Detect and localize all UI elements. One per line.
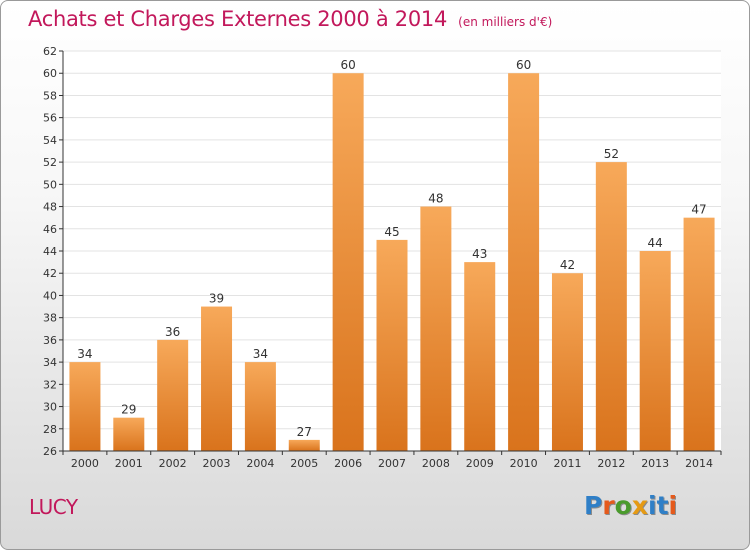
data-label: 34	[77, 347, 92, 361]
data-label: 60	[340, 58, 355, 72]
x-tick-label: 2006	[334, 457, 362, 470]
x-tick-label: 2008	[422, 457, 450, 470]
y-tick-label: 58	[43, 89, 57, 102]
data-label: 42	[560, 258, 575, 272]
data-label: 48	[428, 192, 443, 206]
logo-letter: i	[648, 491, 657, 520]
chart-subtitle: (en milliers d'€)	[458, 15, 553, 29]
x-tick-label: 2000	[71, 457, 99, 470]
bar-2013	[639, 251, 671, 451]
x-tick-label: 2011	[553, 457, 581, 470]
data-label: 44	[648, 236, 663, 250]
bar-2004	[244, 362, 276, 451]
y-tick-label: 46	[43, 223, 57, 236]
x-tick-label: 2009	[466, 457, 494, 470]
y-tick-label: 54	[43, 134, 57, 147]
bar-2001	[113, 417, 145, 451]
bar-2005	[288, 439, 320, 451]
x-tick-label: 2004	[246, 457, 274, 470]
y-tick-label: 26	[43, 445, 57, 458]
y-tick-label: 44	[43, 245, 57, 258]
commune-name: LUCY	[29, 495, 78, 519]
y-tick-label: 48	[43, 201, 57, 214]
logo-letter: t	[656, 491, 669, 520]
data-label: 29	[121, 403, 136, 417]
x-tick-label: 2010	[510, 457, 538, 470]
bars: 34 29 36 39 34 27 60 45 48 43 60 42 52 44 47	[69, 58, 715, 451]
logo-letter: i	[668, 491, 678, 520]
y-tick-label: 38	[43, 312, 57, 325]
y-tick-label: 50	[43, 178, 57, 191]
bar-2012	[595, 162, 627, 451]
x-tick-label: 2001	[115, 457, 143, 470]
data-label: 60	[516, 58, 531, 72]
bar-2014	[683, 217, 715, 451]
data-label: 27	[297, 425, 312, 439]
bar-2002	[157, 339, 189, 451]
x-tick-label: 2005	[290, 457, 318, 470]
x-tick-label: 2007	[378, 457, 406, 470]
bar-2003	[201, 306, 233, 451]
y-tick-label: 36	[43, 334, 57, 347]
bar-2008	[420, 206, 452, 451]
bar-2000	[69, 362, 101, 451]
chart-title: Achats et Charges Externes 2000 à 2014	[28, 7, 448, 31]
bar-2007	[376, 239, 408, 451]
logo-letter: P	[584, 491, 603, 520]
y-tick-label: 60	[43, 67, 57, 80]
bar-2010	[508, 73, 540, 451]
data-label: 45	[384, 225, 399, 239]
data-label: 52	[604, 147, 619, 161]
axes: 26 28 30 32 34 36 38 40 42 44 46 48 50 52 54 56 58 60 62 20…	[43, 45, 722, 470]
data-label: 47	[691, 203, 706, 217]
bar-2006	[332, 73, 364, 451]
data-label: 39	[209, 292, 224, 306]
data-label: 34	[253, 347, 268, 361]
x-tick-label: 2013	[641, 457, 669, 470]
data-label: 36	[165, 325, 180, 339]
y-tick-label: 62	[43, 45, 57, 58]
y-tick-label: 30	[43, 401, 57, 414]
y-tick-label: 40	[43, 289, 57, 302]
y-tick-label: 32	[43, 378, 57, 391]
x-tick-label: 2003	[203, 457, 231, 470]
proxiti-logo[interactable]: Proxiti	[584, 491, 677, 520]
y-tick-label: 42	[43, 267, 57, 280]
x-tick-label: 2014	[685, 457, 713, 470]
y-tick-label: 56	[43, 112, 57, 125]
data-label: 43	[472, 247, 487, 261]
bar-2011	[551, 273, 583, 451]
bar-2009	[464, 262, 496, 451]
logo-letter: x	[631, 491, 648, 520]
logo-letter: o	[614, 491, 632, 520]
x-tick-label: 2002	[159, 457, 187, 470]
logo-letter: r	[602, 491, 615, 520]
title-row: Achats et Charges Externes 2000 à 2014 (…	[28, 7, 552, 31]
y-tick-label: 34	[43, 356, 57, 369]
x-tick-label: 2012	[597, 457, 625, 470]
y-tick-label: 52	[43, 156, 57, 169]
y-tick-label: 28	[43, 423, 57, 436]
